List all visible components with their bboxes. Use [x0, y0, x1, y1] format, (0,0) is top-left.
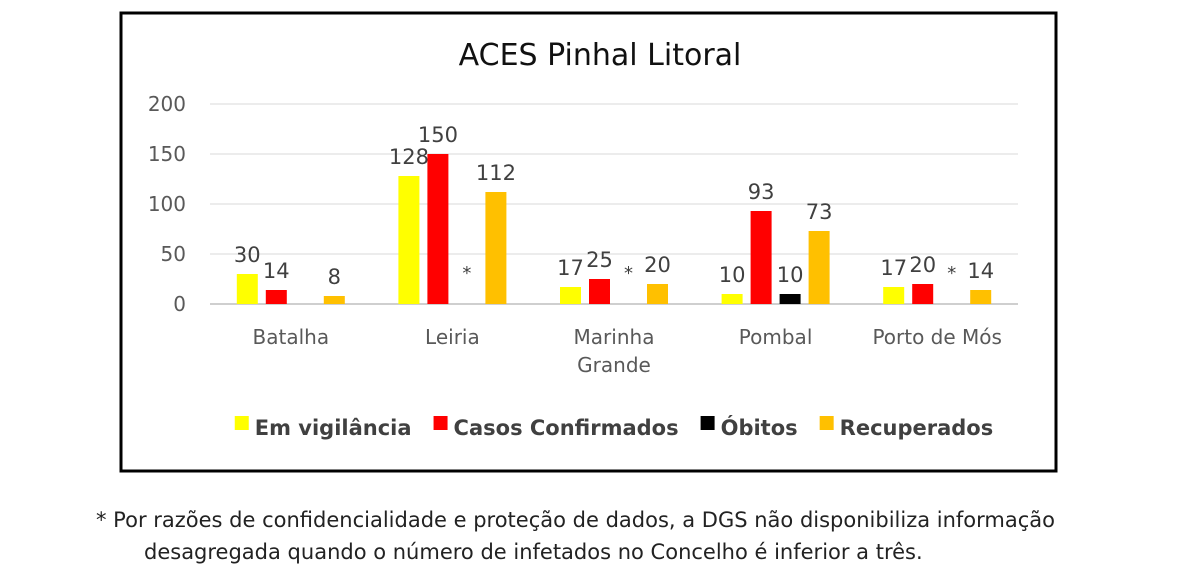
legend-items: Em vigilância Casos Confirmados Óbitos Recu…: [234, 415, 994, 440]
bar: [750, 211, 772, 304]
bar: [236, 274, 258, 304]
legend-swatch: [234, 416, 249, 430]
data-label: 30: [234, 243, 261, 267]
data-label: 93: [748, 180, 775, 204]
bar: [485, 192, 507, 304]
data-label: 112: [476, 161, 516, 185]
x-tick-label: Porto de Mós: [872, 325, 1002, 349]
legend: Em vigilância Casos Confirmados Óbitos Recu…: [234, 415, 994, 440]
data-label: 8: [328, 265, 341, 289]
x-tick-label: Pombal: [739, 325, 813, 349]
data-label: *: [462, 263, 471, 284]
legend-swatch: [433, 416, 448, 430]
y-tick-label: 50: [161, 242, 186, 266]
data-label: 20: [644, 253, 671, 277]
legend-swatch: [700, 416, 715, 430]
chart-border: [119, 11, 1058, 473]
bars: [236, 154, 992, 304]
legend-swatch: [819, 416, 834, 430]
bar: [589, 279, 610, 304]
legend-label: Casos Confirmados: [454, 416, 679, 440]
legend-label: Óbitos: [721, 415, 798, 440]
y-tick-label: 200: [148, 92, 186, 116]
bar: [912, 284, 934, 304]
x-axis-ticks: Batalha Leiria Marinha Grande Pombal Porto de…: [253, 325, 1002, 377]
bar: [883, 287, 905, 304]
y-tick-label: 150: [148, 142, 186, 166]
data-label: 14: [263, 259, 290, 283]
bar: [323, 296, 345, 304]
data-label: 25: [586, 248, 613, 272]
legend-label: Recuperados: [840, 416, 994, 440]
data-label: 17: [557, 256, 584, 280]
data-label: 17: [880, 256, 907, 280]
data-label: *: [947, 263, 956, 284]
y-tick-label: 100: [148, 192, 186, 216]
data-label: 73: [806, 200, 833, 224]
bar: [970, 290, 992, 304]
bar: [265, 290, 287, 304]
bar: [647, 284, 668, 304]
data-label: 10: [777, 263, 804, 287]
data-label: 10: [719, 263, 746, 287]
x-tick-label: Leiria: [425, 325, 480, 349]
y-tick-label: 0: [173, 292, 186, 316]
x-tick-label: Batalha: [253, 325, 330, 349]
chart-container: ACES Pinhal Litoral 0 50 100 150 200 30 14 8 12…: [119, 11, 1058, 473]
data-label: 14: [967, 259, 994, 283]
bar: [398, 176, 420, 304]
bar: [427, 154, 449, 304]
bar: [808, 231, 830, 304]
footnote-line-1: * Por razões de confidencialidade e prot…: [96, 508, 1056, 532]
bar: [779, 294, 801, 304]
legend-label: Em vigilância: [255, 416, 412, 440]
bar: [721, 294, 743, 304]
chart-title: ACES Pinhal Litoral: [459, 38, 742, 73]
bar: [560, 287, 581, 304]
data-label: 128: [389, 145, 429, 169]
data-label: 20: [909, 253, 936, 277]
footnote-line-2: desagregada quando o número de infetados…: [144, 540, 923, 564]
y-axis-ticks: 0 50 100 150 200: [148, 92, 186, 316]
data-label: *: [624, 263, 633, 284]
data-label: 150: [418, 123, 458, 147]
x-tick-label: Marinha Grande: [574, 325, 655, 377]
footnote: * Por razões de confidencialidade e prot…: [96, 504, 1196, 568]
